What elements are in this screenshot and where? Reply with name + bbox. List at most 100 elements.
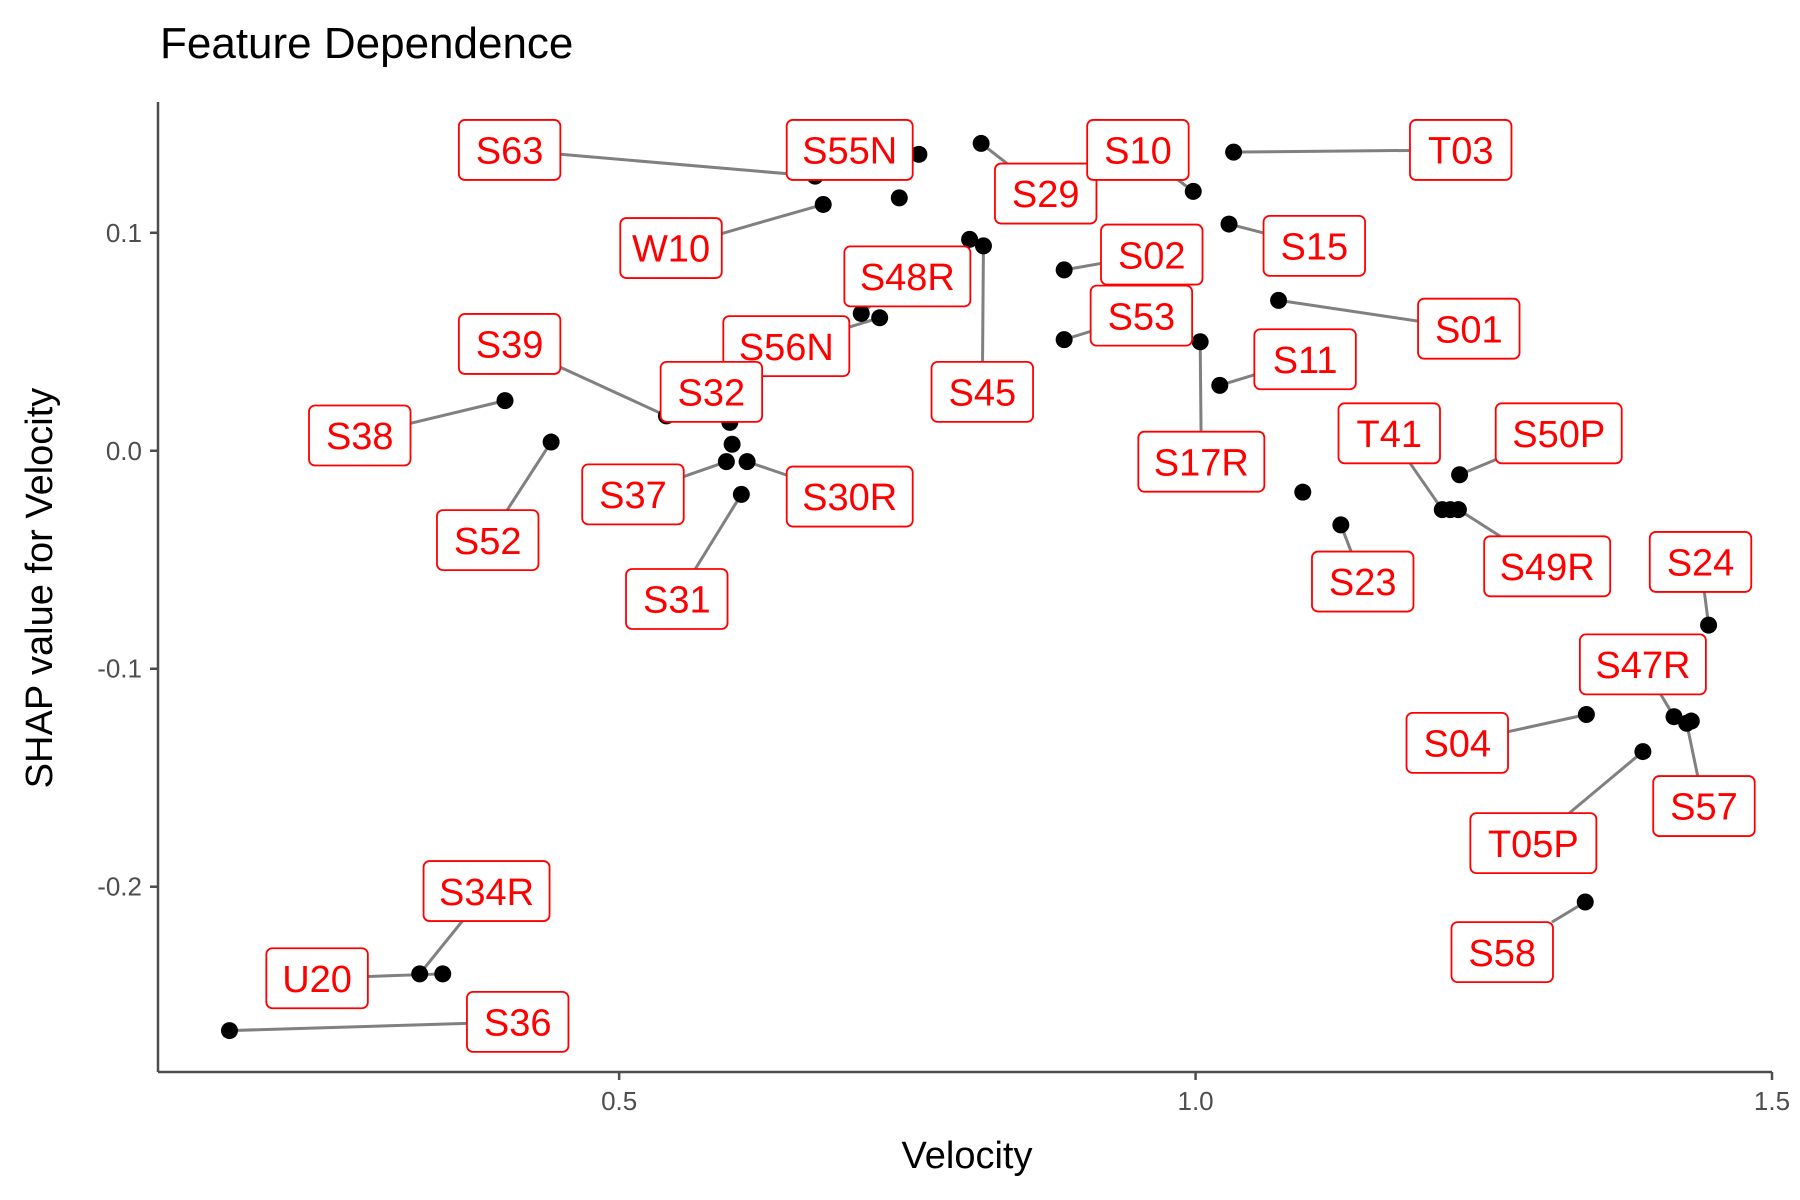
data-point (1451, 466, 1469, 484)
leader-line (986, 147, 1008, 165)
point-label-text: S23 (1329, 562, 1397, 604)
leader-line (981, 253, 985, 362)
point-label-text: S48R (860, 257, 955, 299)
data-point (542, 433, 560, 451)
point-label-text: S50P (1512, 414, 1605, 456)
y-tick-label: 0.0 (106, 436, 142, 466)
point-label: S34R (422, 860, 551, 922)
data-point (1225, 143, 1243, 161)
point-label: S37 (581, 463, 685, 526)
leader-line (505, 447, 549, 511)
leader-line (754, 462, 788, 477)
point-label: S11 (1253, 328, 1357, 391)
leader-line (1071, 329, 1092, 339)
point-label-text: S52 (454, 521, 522, 563)
data-point (723, 435, 741, 453)
data-point (1332, 516, 1350, 534)
chart-title: Feature Dependence (160, 19, 573, 68)
point-label-box (308, 404, 412, 467)
point-label: S58 (1450, 921, 1554, 984)
data-point (738, 453, 756, 471)
point-label-text: T41 (1357, 414, 1422, 456)
point-label-text: S10 (1104, 131, 1172, 173)
data-point (1055, 331, 1073, 349)
point-label-text: T03 (1428, 131, 1493, 173)
data-point (1682, 712, 1700, 730)
leader-line (1466, 458, 1497, 474)
point-label-text: S30R (802, 477, 897, 519)
leader-line (848, 318, 873, 329)
leader-line (694, 500, 739, 570)
leader-line (410, 401, 498, 425)
point-label: S45 (930, 361, 1034, 423)
point-label-box (1311, 550, 1415, 613)
point-label-box (436, 509, 540, 572)
point-label-box (581, 463, 685, 526)
point-label-box (265, 947, 369, 1010)
point-label-text: S17R (1154, 442, 1249, 484)
point-label: S32 (659, 361, 764, 423)
leader-line (1568, 755, 1638, 815)
point-label-text: S47R (1595, 645, 1690, 687)
leader-line (1464, 512, 1502, 538)
point-label: T41 (1337, 402, 1441, 465)
point-label-box (619, 217, 723, 279)
point-label: S63 (457, 119, 562, 181)
leader-line (1507, 714, 1579, 734)
point-label: S01 (1417, 297, 1521, 360)
point-label-text: S49R (1500, 547, 1595, 589)
point-label-box (1494, 402, 1623, 465)
point-label-box (1137, 430, 1266, 493)
point-label-box (1337, 402, 1441, 465)
point-label: S38 (308, 404, 412, 467)
point-label-text: S04 (1423, 724, 1491, 766)
leader-line (1342, 531, 1353, 553)
point-label-text: S57 (1670, 787, 1738, 829)
point-label-text: U20 (282, 959, 352, 1001)
leader-line (559, 365, 660, 414)
leader-line (1408, 462, 1439, 504)
point-label-box (1405, 711, 1509, 774)
point-label: S04 (1405, 711, 1509, 774)
leader-line (1286, 300, 1419, 323)
point-label-box (843, 245, 972, 308)
leader-line (560, 152, 808, 177)
point-label: S50P (1494, 402, 1623, 465)
data-point (1211, 376, 1229, 394)
point-label: S31 (625, 568, 729, 630)
data-point (1634, 743, 1652, 761)
data-point (910, 145, 928, 163)
x-ticks: 0.5 1.0 1.5 (601, 1072, 1790, 1116)
point-label-text: W10 (632, 229, 710, 271)
point-label: W10 (619, 217, 723, 279)
point-label: T05P (1469, 812, 1598, 875)
point-label-box (1100, 223, 1204, 286)
point-label-text: S45 (948, 373, 1016, 415)
data-point (220, 1022, 238, 1040)
point-label-box (1089, 284, 1194, 347)
point-label: S57 (1652, 775, 1756, 837)
point-label-box (1409, 119, 1513, 181)
point-label-text: S37 (599, 475, 667, 517)
point-label-box (785, 465, 914, 528)
point-label: S53 (1089, 284, 1194, 347)
data-point (1294, 483, 1312, 501)
point-label: S29 (994, 162, 1098, 225)
data-point (1184, 182, 1202, 200)
data-point (890, 189, 908, 207)
data-point (972, 134, 990, 152)
point-label-box (457, 313, 562, 375)
point-label-text: S36 (484, 1003, 552, 1045)
data-point (961, 230, 979, 248)
point-label: S48R (843, 245, 972, 308)
data-point (496, 392, 514, 410)
leader-line (1177, 178, 1188, 188)
data-point (1576, 893, 1594, 911)
point-label-text: T05P (1488, 824, 1579, 866)
leader-line (1198, 349, 1203, 432)
leader-line (1702, 591, 1710, 618)
point-label-text: S63 (476, 131, 544, 173)
x-tick-label: 0.5 (601, 1086, 637, 1116)
